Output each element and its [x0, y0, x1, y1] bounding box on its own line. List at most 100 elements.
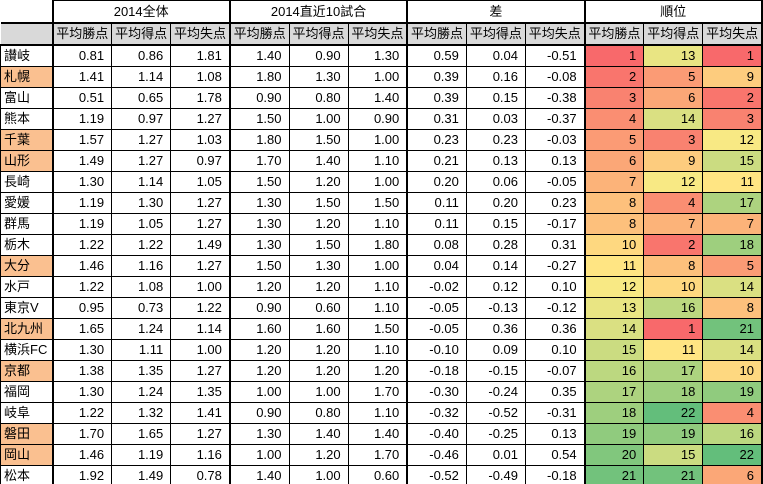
rank-avg-goals-for-cell: 10: [643, 276, 704, 298]
diff-avg-goals-against-cell: 0.13: [524, 423, 586, 445]
table-row: 熊本 1.19 0.97 1.27 1.50 1.00 0.90 0.31 0.03 -0.37 4…: [0, 108, 763, 130]
overall-avg-win-points-cell: 1.19: [51, 192, 113, 214]
recent10-avg-win-points-cell: 1.00: [229, 444, 290, 466]
table-row: 横浜FC 1.30 1.11 1.00 1.20 1.20 1.10 -0.10 0.09 0.1…: [0, 339, 763, 361]
recent10-avg-win-points-cell: 1.20: [229, 276, 290, 298]
rank-avg-win-points-cell: 7: [584, 171, 645, 193]
rank-avg-goals-against-cell: 2: [702, 87, 763, 109]
overall-avg-goals-against-cell: 1.27: [170, 360, 231, 382]
rank-avg-goals-against-cell: 17: [702, 192, 763, 214]
table-row: 大分 1.46 1.16 1.27 1.50 1.30 1.00 0.04 0.14 -0.27 1…: [0, 255, 763, 277]
team-name-cell: 水戸: [0, 276, 54, 298]
overall-avg-goals-for-cell: 1.30: [111, 192, 172, 214]
recent10-avg-goals-for-cell: 0.60: [288, 297, 349, 319]
rank-avg-goals-against-cell: 4: [702, 402, 763, 424]
recent10-avg-goals-against-cell: 1.40: [347, 423, 409, 445]
team-name-cell: 横浜FC: [0, 339, 54, 361]
recent10-avg-goals-against-cell: 1.10: [347, 402, 409, 424]
recent10-avg-goals-against-cell: 0.90: [347, 108, 409, 130]
overall-avg-win-points-cell: 1.30: [51, 171, 113, 193]
diff-avg-win-points-cell: -0.46: [406, 444, 467, 466]
diff-avg-goals-against-cell: 0.31: [524, 234, 586, 256]
diff-avg-win-points-cell: 0.08: [406, 234, 467, 256]
recent10-avg-goals-for-cell: 1.60: [288, 318, 349, 340]
rank-avg-win-points-cell: 21: [584, 465, 645, 484]
table-row: 京都 1.38 1.35 1.27 1.20 1.20 1.20 -0.18 -0.15 -0.0…: [0, 360, 763, 382]
rank-avg-goals-against-cell: 14: [702, 339, 763, 361]
diff-avg-goals-against-cell: 0.10: [524, 276, 586, 298]
overall-avg-goals-against-cell: 1.27: [170, 213, 231, 235]
rank-avg-goals-against-cell: 3: [702, 108, 763, 130]
team-name-cell: 富山: [0, 87, 54, 109]
rank-avg-win-points-cell: 17: [584, 381, 645, 403]
recent10-avg-win-points-cell: 1.30: [229, 423, 290, 445]
rank-avg-win-points-cell: 4: [584, 108, 645, 130]
overall-avg-win-points-cell: 1.46: [51, 255, 113, 277]
recent10-avg-goals-against-cell: 1.20: [347, 360, 409, 382]
team-name-cell: 岐阜: [0, 402, 54, 424]
rank-avg-win-points-cell: 13: [584, 297, 645, 319]
diff-avg-win-points-cell: -0.18: [406, 360, 467, 382]
overall-avg-goals-for-cell: 1.19: [111, 444, 172, 466]
rank-avg-goals-for-cell: 12: [643, 171, 704, 193]
diff-avg-goals-for-cell: -0.25: [465, 423, 527, 445]
recent10-avg-win-points-cell: 1.30: [229, 192, 290, 214]
overall-avg-win-points-cell: 1.22: [51, 276, 113, 298]
recent10-avg-goals-for-cell: 1.20: [288, 339, 349, 361]
table-row: 北九州 1.65 1.24 1.14 1.60 1.60 1.50 -0.05 0.36 0.36…: [0, 318, 763, 340]
rank-avg-goals-against-cell: 11: [702, 171, 763, 193]
recent10-avg-goals-for-cell: 1.40: [288, 150, 349, 172]
overall-avg-goals-for-cell: 1.32: [111, 402, 172, 424]
overall-avg-win-points-cell: 1.30: [51, 339, 113, 361]
overall-avg-win-points-cell: 1.46: [51, 444, 113, 466]
overall-avg-goals-for-cell: 1.35: [111, 360, 172, 382]
diff-avg-goals-against-cell: -0.05: [524, 171, 586, 193]
recent10-avg-win-points-cell: 1.00: [229, 381, 290, 403]
recent10-avg-goals-against-cell: 1.80: [347, 234, 409, 256]
overall-avg-goals-for-cell: 1.16: [111, 255, 172, 277]
rank-avg-goals-against-cell: 1: [702, 44, 763, 67]
diff-avg-goals-for-cell: -0.52: [465, 402, 527, 424]
group-header-2014-overall: 2014全体: [51, 0, 231, 24]
rank-avg-goals-against-cell: 6: [702, 465, 763, 484]
recent10-avg-win-points-cell: 1.30: [229, 213, 290, 235]
recent10-avg-win-points-cell: 1.20: [229, 339, 290, 361]
rank-avg-goals-for-cell: 8: [643, 255, 704, 277]
rank-avg-win-points-cell: 10: [584, 234, 645, 256]
overall-avg-goals-against-cell: 1.05: [170, 171, 231, 193]
recent10-avg-goals-for-cell: 1.20: [288, 213, 349, 235]
diff-avg-win-points-cell: 0.11: [406, 192, 467, 214]
overall-avg-goals-for-cell: 0.86: [111, 44, 172, 67]
recent10-avg-win-points-cell: 1.70: [229, 150, 290, 172]
team-name-cell: 福岡: [0, 381, 54, 403]
diff-avg-win-points-cell: -0.05: [406, 297, 467, 319]
diff-avg-win-points-cell: -0.30: [406, 381, 467, 403]
rank-avg-goals-against-cell: 12: [702, 129, 763, 151]
recent10-avg-goals-against-cell: 1.10: [347, 297, 409, 319]
diff-avg-goals-for-cell: 0.01: [465, 444, 527, 466]
overall-avg-goals-against-cell: 1.00: [170, 339, 231, 361]
diff-avg-goals-against-cell: -0.31: [524, 402, 586, 424]
recent10-avg-win-points-cell: 1.80: [229, 129, 290, 151]
overall-avg-goals-for-cell: 1.65: [111, 423, 172, 445]
col-header-rank-avg-win-points: 平均勝点: [584, 22, 645, 46]
rank-avg-win-points-cell: 16: [584, 360, 645, 382]
recent10-avg-goals-against-cell: 1.70: [347, 444, 409, 466]
overall-avg-goals-for-cell: 1.08: [111, 276, 172, 298]
team-name-cell: 北九州: [0, 318, 54, 340]
col-header-rank-avg-goals-against: 平均失点: [702, 22, 763, 46]
rank-avg-win-points-cell: 18: [584, 402, 645, 424]
diff-avg-goals-against-cell: -0.03: [524, 129, 586, 151]
diff-avg-win-points-cell: 0.31: [406, 108, 467, 130]
diff-avg-goals-for-cell: 0.23: [465, 129, 527, 151]
overall-avg-win-points-cell: 1.22: [51, 402, 113, 424]
diff-avg-goals-against-cell: -0.37: [524, 108, 586, 130]
rank-avg-win-points-cell: 14: [584, 318, 645, 340]
rank-avg-goals-against-cell: 9: [702, 66, 763, 88]
diff-avg-goals-against-cell: 0.35: [524, 381, 586, 403]
overall-avg-goals-for-cell: 0.97: [111, 108, 172, 130]
table-row: 福岡 1.30 1.24 1.35 1.00 1.00 1.70 -0.30 -0.24 0.35…: [0, 381, 763, 403]
team-name-cell: 長崎: [0, 171, 54, 193]
